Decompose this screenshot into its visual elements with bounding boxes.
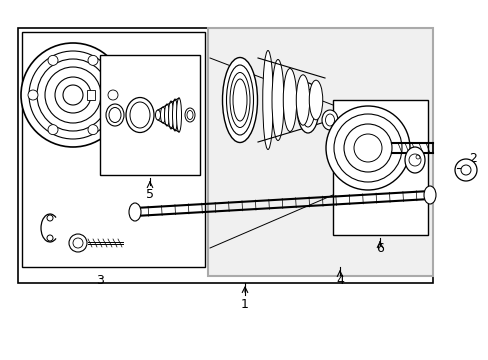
Bar — [22, 32, 204, 267]
Ellipse shape — [172, 99, 177, 131]
Circle shape — [454, 159, 476, 181]
Ellipse shape — [176, 98, 181, 132]
Ellipse shape — [296, 75, 309, 125]
Ellipse shape — [155, 110, 160, 120]
Ellipse shape — [164, 104, 169, 126]
Circle shape — [325, 106, 409, 190]
Circle shape — [48, 55, 58, 66]
Circle shape — [108, 90, 118, 100]
Circle shape — [88, 55, 98, 66]
Bar — [18, 28, 432, 283]
Ellipse shape — [296, 83, 318, 133]
Bar — [332, 100, 427, 235]
Ellipse shape — [262, 50, 273, 149]
Text: 2: 2 — [468, 152, 476, 165]
Ellipse shape — [271, 59, 284, 140]
Ellipse shape — [126, 98, 154, 132]
Ellipse shape — [106, 104, 124, 126]
Text: 5: 5 — [146, 189, 154, 202]
Circle shape — [28, 90, 38, 100]
Ellipse shape — [222, 58, 257, 143]
Ellipse shape — [184, 108, 195, 122]
Ellipse shape — [168, 101, 173, 129]
Ellipse shape — [321, 110, 337, 130]
Ellipse shape — [404, 147, 424, 173]
Text: 3: 3 — [96, 274, 104, 287]
Circle shape — [69, 234, 87, 252]
Circle shape — [21, 43, 125, 147]
Bar — [100, 55, 200, 175]
Ellipse shape — [423, 186, 435, 204]
Bar — [207, 28, 432, 276]
Ellipse shape — [308, 80, 322, 120]
Ellipse shape — [160, 107, 165, 123]
Ellipse shape — [283, 68, 296, 131]
Circle shape — [88, 125, 98, 135]
Circle shape — [48, 125, 58, 135]
Bar — [87, 90, 95, 100]
Ellipse shape — [129, 203, 141, 221]
Text: 4: 4 — [335, 274, 343, 287]
Text: 1: 1 — [241, 298, 248, 311]
Text: 6: 6 — [375, 242, 383, 255]
